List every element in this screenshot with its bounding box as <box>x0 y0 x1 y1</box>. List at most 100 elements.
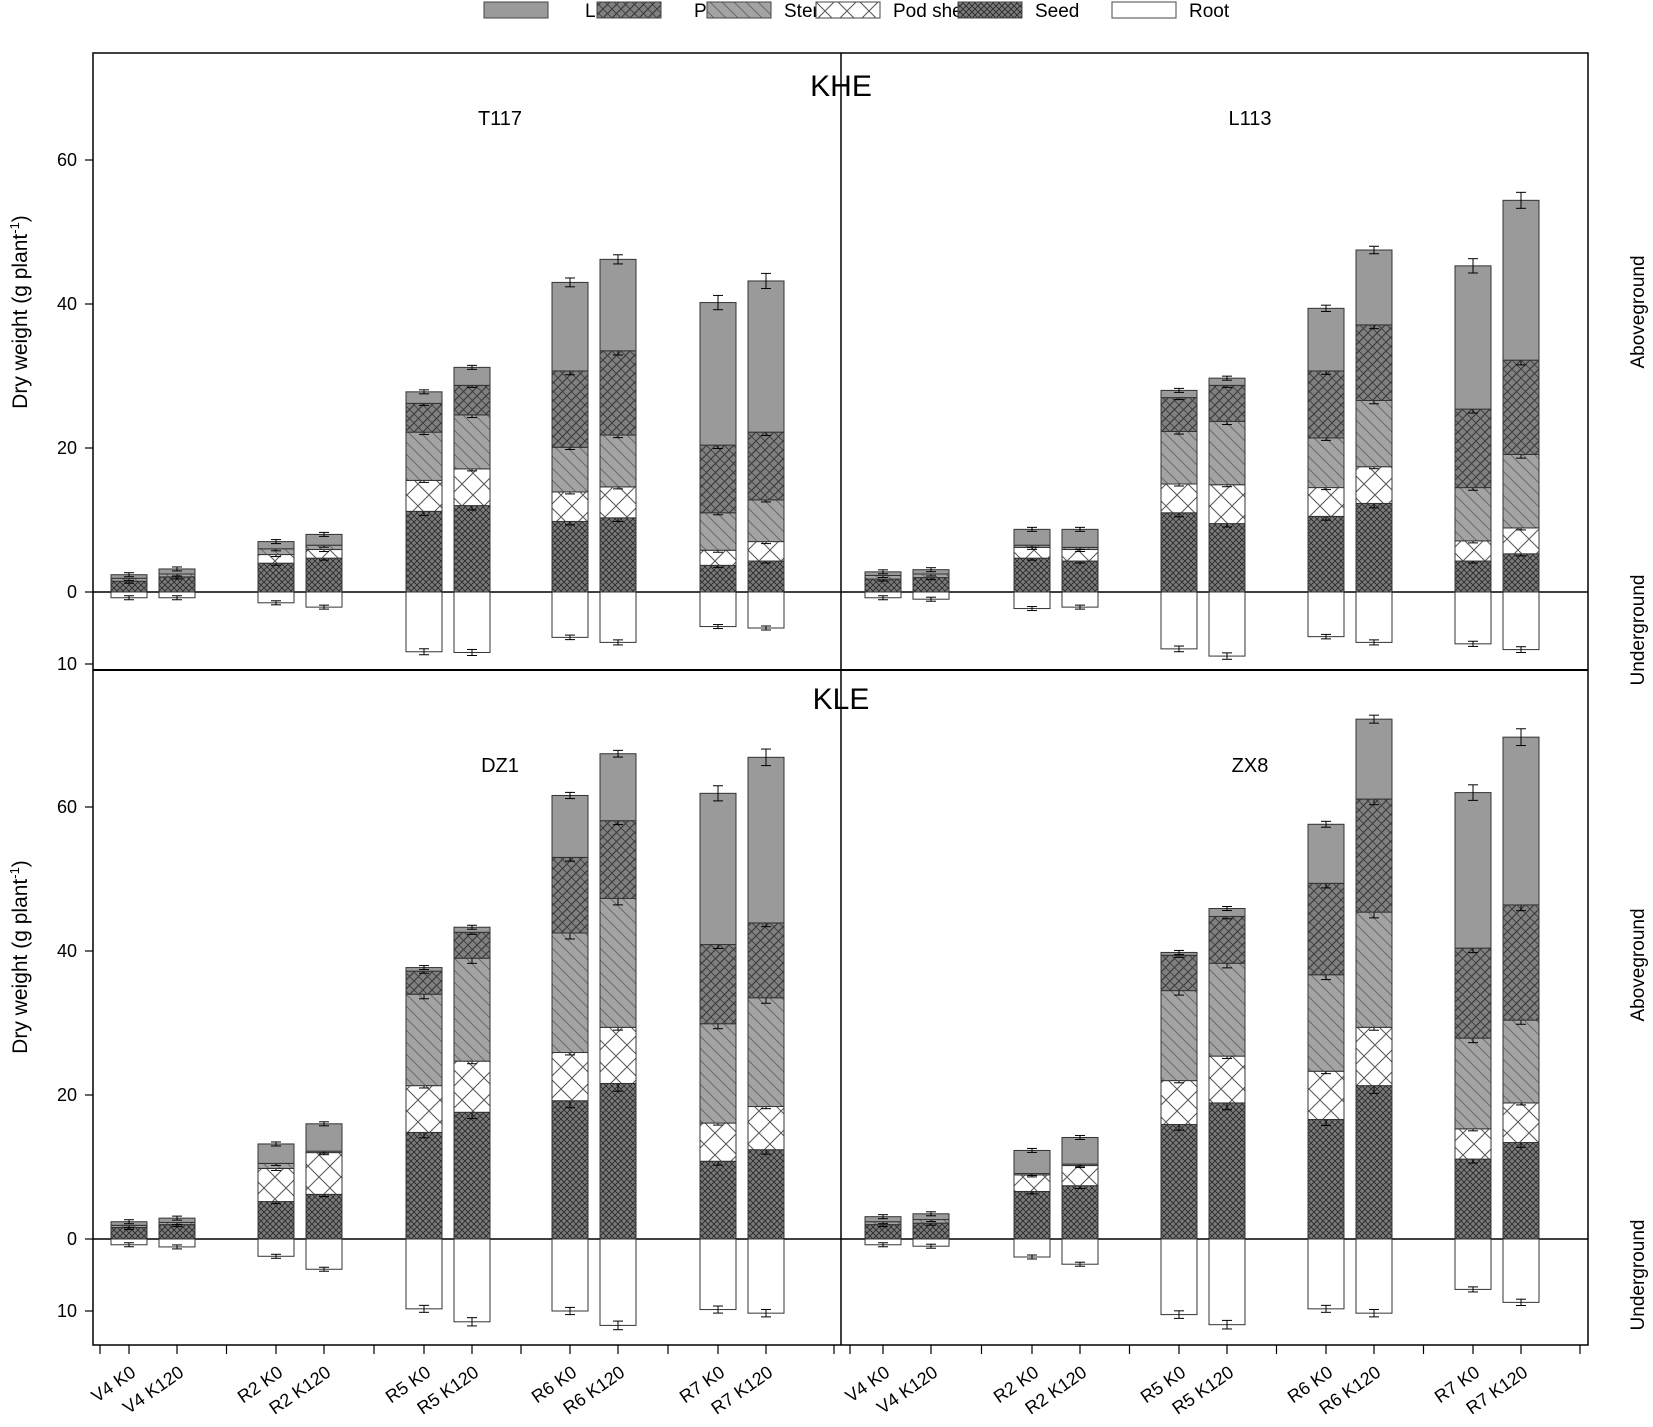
bar-segment-seed <box>699 564 737 593</box>
bar-segment-petiole <box>1454 408 1492 489</box>
bar-segment-seed <box>1208 523 1246 593</box>
bar-segment-petiole <box>1160 954 1198 992</box>
bar-segment-stem <box>1502 1019 1540 1104</box>
bar-segment-seed <box>1454 1158 1492 1240</box>
bar-segment-petiole <box>599 820 637 899</box>
bar-segment-seed <box>405 1131 443 1240</box>
bar-segment-root <box>699 1238 737 1311</box>
underground-label-top: Underground <box>1628 575 1649 686</box>
bar-segment-leaf <box>747 280 785 433</box>
y-tick-label: 20 <box>57 1085 77 1105</box>
bar-segment-root <box>1160 591 1198 650</box>
bar-segment-root <box>1061 1238 1099 1265</box>
bar-segment-petiole <box>747 922 785 999</box>
bar-segment-leaf <box>305 1123 343 1152</box>
bar-segment-leaf <box>1355 249 1393 326</box>
bar-segment-seed <box>305 557 343 593</box>
bar-segment-seed <box>453 1111 491 1240</box>
bar-segment-petiole <box>699 944 737 1025</box>
bar-segment-pod <box>1502 527 1540 555</box>
bar-segment-petiole <box>551 856 589 934</box>
bar-segment-root <box>599 1238 637 1326</box>
y-tick-label: 60 <box>57 797 77 817</box>
bar-segment-seed <box>1013 1190 1051 1240</box>
bar-segment-root <box>599 591 637 643</box>
bar-segment-petiole <box>405 970 443 995</box>
bar-segment-root <box>747 591 785 629</box>
bar-segment-pod <box>1307 487 1345 517</box>
legend-swatch-root <box>1111 1 1177 19</box>
bar-segment-seed <box>405 510 443 593</box>
bar-segment-petiole <box>1160 397 1198 432</box>
bar-segment-leaf <box>551 794 589 858</box>
y-tick-label: 10 <box>57 654 77 674</box>
bar-segment-pod <box>747 541 785 562</box>
legend-label-seed: Seed <box>1035 1 1079 22</box>
bars-layer <box>110 191 1540 1331</box>
bar-segment-pod <box>551 1052 589 1102</box>
bar-segment-root <box>405 591 443 653</box>
bar-segment-leaf <box>551 281 589 372</box>
bar-segment-stem <box>1160 430 1198 485</box>
bar-segment-pod <box>453 468 491 507</box>
bar-segment-seed <box>1502 1142 1540 1240</box>
bar-segment-stem <box>599 434 637 488</box>
bar-segment-stem <box>1355 399 1393 468</box>
y-tick-label: 40 <box>57 941 77 961</box>
bar-segment-pod <box>405 1085 443 1133</box>
group-title-khe: KHE <box>810 70 872 103</box>
bar-segment-pod <box>1454 540 1492 562</box>
bar-segment-petiole <box>747 431 785 501</box>
bar-segment-root <box>1160 1238 1198 1316</box>
bar-segment-root <box>405 1238 443 1310</box>
bar-segment-stem <box>1208 420 1246 486</box>
bar-segment-stem <box>1307 974 1345 1072</box>
aboveground-label-bottom: Aboveground <box>1628 908 1649 1021</box>
bar-segment-petiole <box>453 384 491 416</box>
bar-segment-leaf <box>1061 1136 1099 1165</box>
bar-segment-seed <box>1160 512 1198 593</box>
bar-segment-petiole <box>1208 915 1246 964</box>
bar-segment-pod <box>1355 1026 1393 1087</box>
bar-segment-leaf <box>1502 199 1540 361</box>
bar-segment-leaf <box>699 792 737 946</box>
bar-segment-root <box>1454 1238 1492 1290</box>
bar-segment-petiole <box>1355 324 1393 401</box>
bar-segment-petiole <box>599 350 637 436</box>
bar-segment-root <box>1355 591 1393 643</box>
legend-label-root: Root <box>1189 1 1230 22</box>
bar-segment-pod <box>1208 484 1246 525</box>
bar-segment-stem <box>747 997 785 1108</box>
bar-segment-petiole <box>1502 359 1540 455</box>
y-tick-label: 0 <box>67 1229 77 1249</box>
y-axis-title-bottom: Dry weight (g plant-1) <box>7 860 32 1054</box>
panel-title-l113: L113 <box>1228 108 1271 130</box>
bar-segment-petiole <box>405 402 443 433</box>
bar-segment-pod <box>599 486 637 519</box>
legend-swatch-petiole <box>596 1 662 19</box>
bar-segment-seed <box>599 517 637 593</box>
bar-segment-stem <box>1454 487 1492 542</box>
bar-segment-seed <box>699 1160 737 1240</box>
underground-label-bottom: Underground <box>1628 1220 1649 1331</box>
y-tick-label: 20 <box>57 438 77 458</box>
bar-segment-root <box>699 591 737 628</box>
bar-segment-pod <box>1307 1070 1345 1120</box>
bar-segment-leaf <box>1307 823 1345 884</box>
panel-title-t117: T117 <box>478 108 522 130</box>
bar-segment-leaf <box>1307 307 1345 372</box>
bar-segment-seed <box>747 1149 785 1240</box>
bar-segment-stem <box>453 414 491 470</box>
bar-segment-pod <box>1502 1102 1540 1144</box>
bar-segment-petiole <box>1355 798 1393 913</box>
bar-segment-seed <box>1160 1124 1198 1240</box>
bar-segment-seed <box>1061 1185 1099 1240</box>
bar-segment-seed <box>1013 557 1051 593</box>
bar-segment-leaf <box>453 366 491 386</box>
bar-segment-seed <box>257 562 295 593</box>
legend-swatch-pod <box>815 1 881 19</box>
bar-segment-root <box>1502 591 1540 651</box>
bar-segment-root <box>305 1238 343 1270</box>
